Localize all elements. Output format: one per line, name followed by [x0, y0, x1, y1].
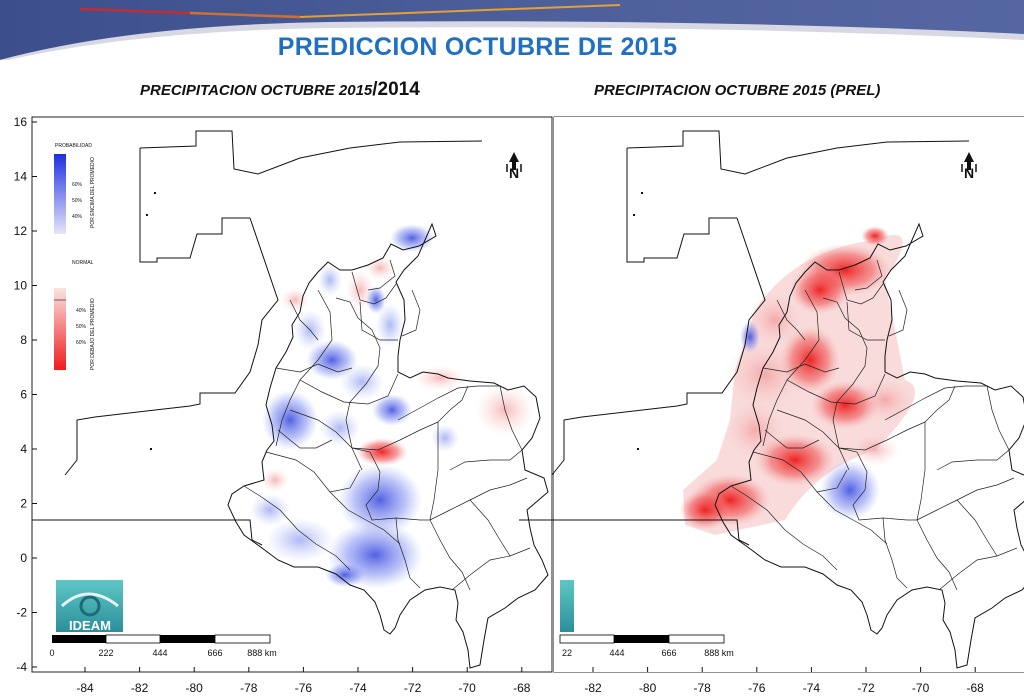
x-axis-right: -82 -80 -78 -76 -74 -72 -70 -68: [584, 667, 984, 695]
scale-bar-right: 22 444 666 888 km: [559, 634, 734, 658]
x-axis-left: -84 -82 -80 -78 -76 -74 -72 -70 -68: [76, 667, 531, 695]
x-tick-label: -68: [967, 681, 985, 695]
y-tick-label: 14: [14, 170, 28, 184]
svg-text:50%: 50%: [76, 324, 87, 330]
x-tick-label: -82: [131, 681, 149, 695]
slide-title: PREDICCION OCTUBRE DE 2015: [277, 33, 678, 61]
header-banner: [0, 0, 1024, 60]
anomaly-field-right: [679, 226, 915, 535]
map-panel-right: 22 444 666 888 km -82 -80 -78 -76 -74 -72 -70-…: [518, 116, 1024, 695]
svg-text:50%: 50%: [72, 198, 83, 204]
x-tick-label: -82: [584, 681, 602, 695]
x-tick-label: -78: [240, 681, 258, 695]
svg-text:222: 222: [98, 648, 113, 658]
x-tick-label: -72: [404, 681, 422, 695]
svg-text:60%: 60%: [76, 340, 87, 346]
y-tick-label: 4: [20, 442, 27, 456]
y-tick-label: 2: [20, 497, 27, 511]
scale-bar-left: 0 222 444 666 888 km: [49, 634, 277, 658]
svg-text:POR ENCIMA DEL PROMEDIO: POR ENCIMA DEL PROMEDIO: [90, 157, 96, 228]
panel-title-right: PRECIPITACION OCTUBRE 2015 (PREL): [594, 82, 881, 99]
svg-text:444: 444: [609, 648, 624, 658]
legend-left: PROBABILIDAD 60% 50% 40% POR ENCIMA DEL …: [54, 143, 96, 370]
svg-text:40%: 40%: [76, 308, 87, 314]
x-tick-label: -80: [639, 681, 657, 695]
svg-text:IDEAM: IDEAM: [69, 618, 111, 633]
x-tick-label: -72: [857, 681, 875, 695]
y-tick-label: 0: [20, 551, 27, 565]
x-tick-label: -70: [912, 681, 930, 695]
svg-text:666: 666: [207, 648, 222, 658]
svg-text:60%: 60%: [72, 182, 83, 188]
y-tick-label: 6: [20, 388, 27, 402]
svg-text:888 km: 888 km: [704, 648, 734, 658]
y-tick-label: 8: [20, 333, 27, 347]
x-tick-label: -70: [459, 681, 477, 695]
svg-text:POR DEBAJO DEL PROMEDIO: POR DEBAJO DEL PROMEDIO: [90, 298, 96, 370]
y-tick-label: -2: [16, 606, 27, 620]
ideam-logo-partial: [560, 580, 574, 632]
svg-text:40%: 40%: [72, 214, 83, 220]
anomaly-field-left: [250, 224, 535, 589]
y-tick-label: 10: [14, 279, 28, 293]
panel-title-left: PRECIPITACION OCTUBRE 2015/2014: [140, 79, 420, 100]
x-tick-label: -74: [803, 681, 821, 695]
x-tick-label: -78: [694, 681, 712, 695]
y-tick-label: 16: [14, 115, 28, 129]
svg-text:888 km: 888 km: [247, 648, 277, 658]
y-tick-label: 12: [14, 224, 28, 238]
y-axis-left: 16 14 12 10 8 6 4 2 0 -2 -4: [14, 115, 37, 674]
x-tick-label: -76: [295, 681, 313, 695]
y-tick-label: -4: [16, 660, 27, 674]
svg-text:22: 22: [562, 648, 572, 658]
legend-normal-title: NORMAL: [72, 260, 94, 266]
svg-text:444: 444: [152, 648, 167, 658]
ideam-logo: IDEAM: [56, 580, 123, 633]
x-tick-label: -74: [349, 681, 367, 695]
svg-text:666: 666: [661, 648, 676, 658]
x-tick-label: -80: [186, 681, 204, 695]
legend-probability-title: PROBABILIDAD: [55, 143, 92, 149]
x-tick-label: -68: [513, 681, 531, 695]
x-tick-label: -76: [748, 681, 766, 695]
map-panel-left: PROBABILIDAD 60% 50% 40% POR ENCIMA DEL …: [14, 115, 553, 695]
x-tick-label: -84: [76, 681, 94, 695]
svg-text:0: 0: [49, 648, 54, 658]
